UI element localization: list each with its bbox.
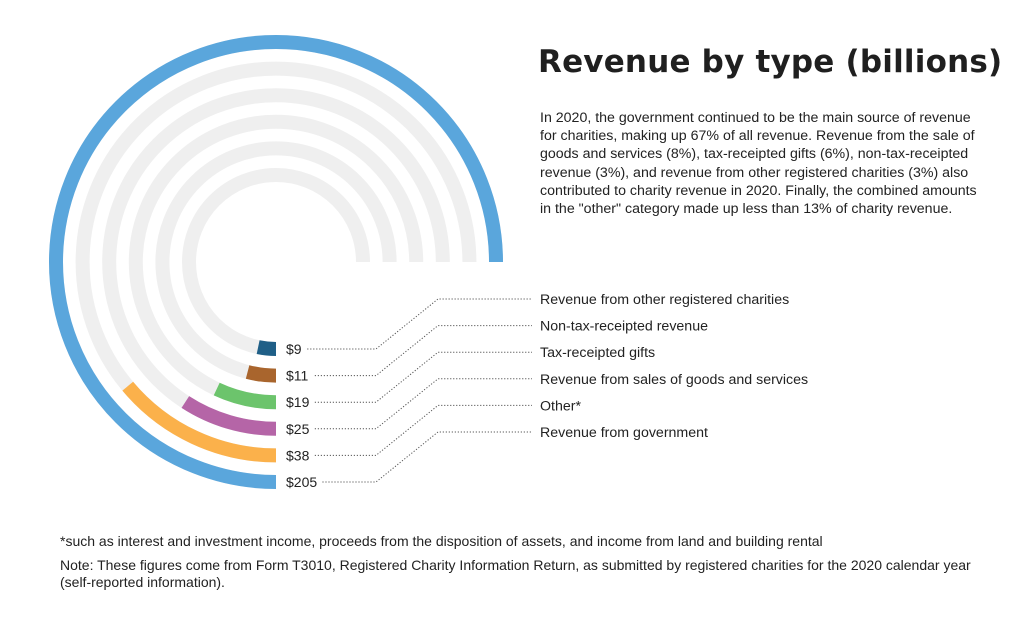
chart-value-labels: $205 $38 $25 $19 $11 $9	[286, 341, 317, 490]
legend-label-revenue-from-sales-of-goods-and-services: Revenue from sales of goods and services	[540, 372, 808, 388]
bar-non-tax-receipted-revenue	[245, 365, 277, 383]
legend-label-revenue-from-government: Revenue from government	[540, 425, 708, 441]
value-label-other: $38	[286, 447, 310, 463]
value-label-revenue-from-other-registered-charities: $9	[286, 341, 302, 357]
leader-line-revenue-from-government	[322, 431, 532, 483]
track-revenue-from-other-registered-charities	[182, 168, 370, 356]
value-label-non-tax-receipted-revenue: $11	[286, 368, 309, 384]
track-non-tax-receipted-revenue	[155, 141, 397, 383]
value-label-revenue-from-sales-of-goods-and-services: $25	[286, 421, 310, 437]
leader-line-revenue-from-other-registered-charities	[307, 298, 532, 350]
legend-label-other: Other*	[540, 398, 581, 414]
bar-revenue-from-sales-of-goods-and-services	[181, 396, 277, 436]
leader-line-revenue-from-sales-of-goods-and-services	[314, 378, 532, 430]
footnote: *such as interest and investment income,…	[60, 533, 823, 549]
bar-revenue-from-other-registered-charities	[256, 340, 277, 356]
chart-leader-lines	[307, 298, 532, 483]
bar-tax-receipted-gifts	[213, 382, 277, 410]
value-label-tax-receipted-gifts: $19	[286, 394, 310, 410]
chart-title: Revenue by type (billions)	[538, 44, 1003, 80]
bar-revenue-from-government	[49, 35, 503, 489]
bar-other	[122, 381, 277, 463]
chart-description: In 2020, the government continued to be …	[540, 110, 977, 218]
chart-bars	[49, 35, 503, 489]
chart-legend: Revenue from other registered charities N…	[540, 292, 808, 441]
source-note: Note: These figures come from Form T3010…	[60, 557, 971, 590]
leader-line-tax-receipted-gifts	[314, 351, 532, 403]
legend-label-non-tax-receipted-revenue: Non-tax-receipted revenue	[540, 319, 708, 335]
value-label-revenue-from-government: $205	[286, 474, 317, 490]
legend-label-tax-receipted-gifts: Tax-receipted gifts	[540, 345, 655, 361]
track-tax-receipted-gifts	[128, 114, 424, 410]
legend-label-revenue-from-other-registered-charities: Revenue from other registered charities	[540, 292, 789, 308]
leader-line-other	[314, 404, 532, 456]
track-revenue-from-sales-of-goods-and-services	[102, 88, 450, 436]
leader-line-non-tax-receipted-revenue	[314, 325, 532, 377]
